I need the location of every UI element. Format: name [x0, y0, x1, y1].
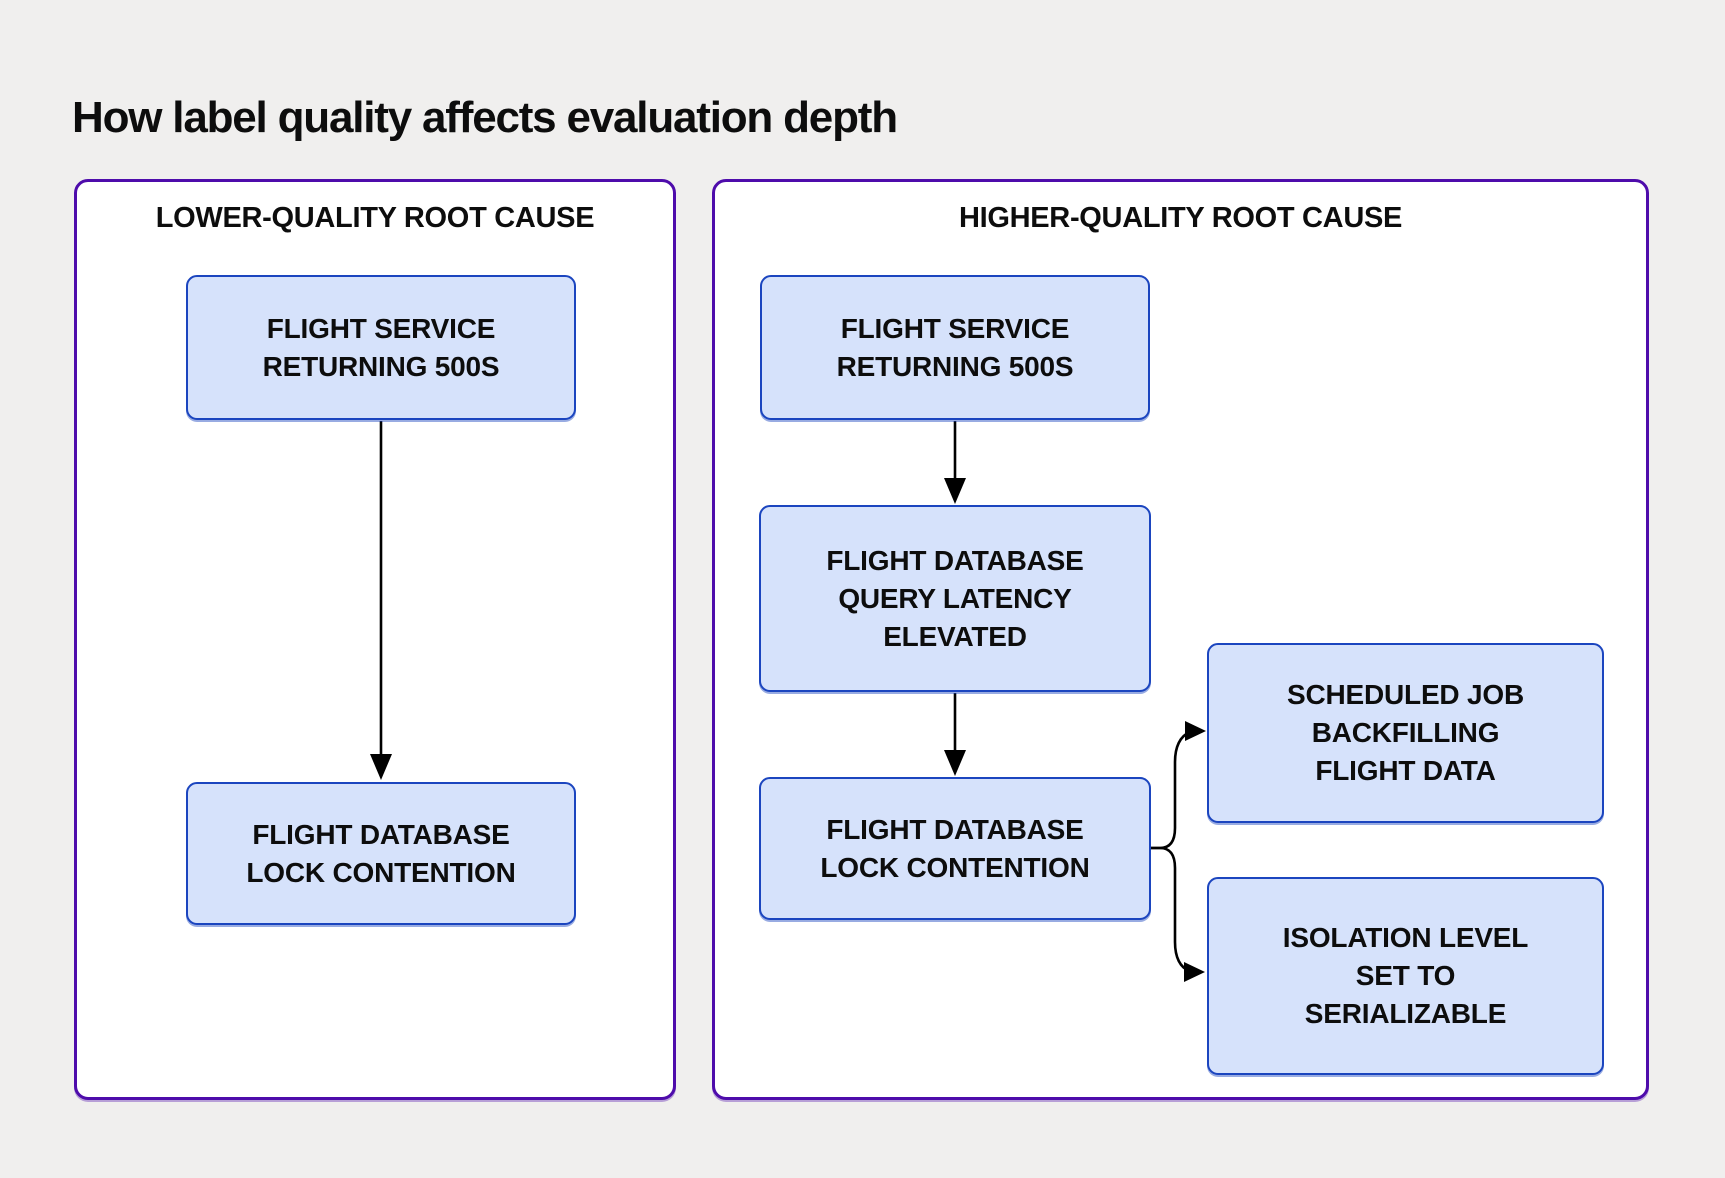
node-higher-isolation-level: ISOLATION LEVEL SET TO SERIALIZABLE	[1207, 877, 1604, 1075]
node-lower-flight-service-500s: FLIGHT SERVICE RETURNING 500S	[186, 275, 576, 420]
node-lower-db-lock-contention: FLIGHT DATABASE LOCK CONTENTION	[186, 782, 576, 925]
panel-lower-quality-header: LOWER-QUALITY ROOT CAUSE	[155, 202, 595, 234]
node-higher-query-latency: FLIGHT DATABASE QUERY LATENCY ELEVATED	[759, 505, 1151, 692]
node-higher-flight-service-500s: FLIGHT SERVICE RETURNING 500S	[760, 275, 1150, 420]
node-higher-db-lock-contention: FLIGHT DATABASE LOCK CONTENTION	[759, 777, 1151, 920]
page-title: How label quality affects evaluation dep…	[72, 93, 898, 143]
panel-higher-quality-header: HIGHER-QUALITY ROOT CAUSE	[958, 202, 1403, 234]
node-higher-scheduled-job: SCHEDULED JOB BACKFILLING FLIGHT DATA	[1207, 643, 1604, 823]
